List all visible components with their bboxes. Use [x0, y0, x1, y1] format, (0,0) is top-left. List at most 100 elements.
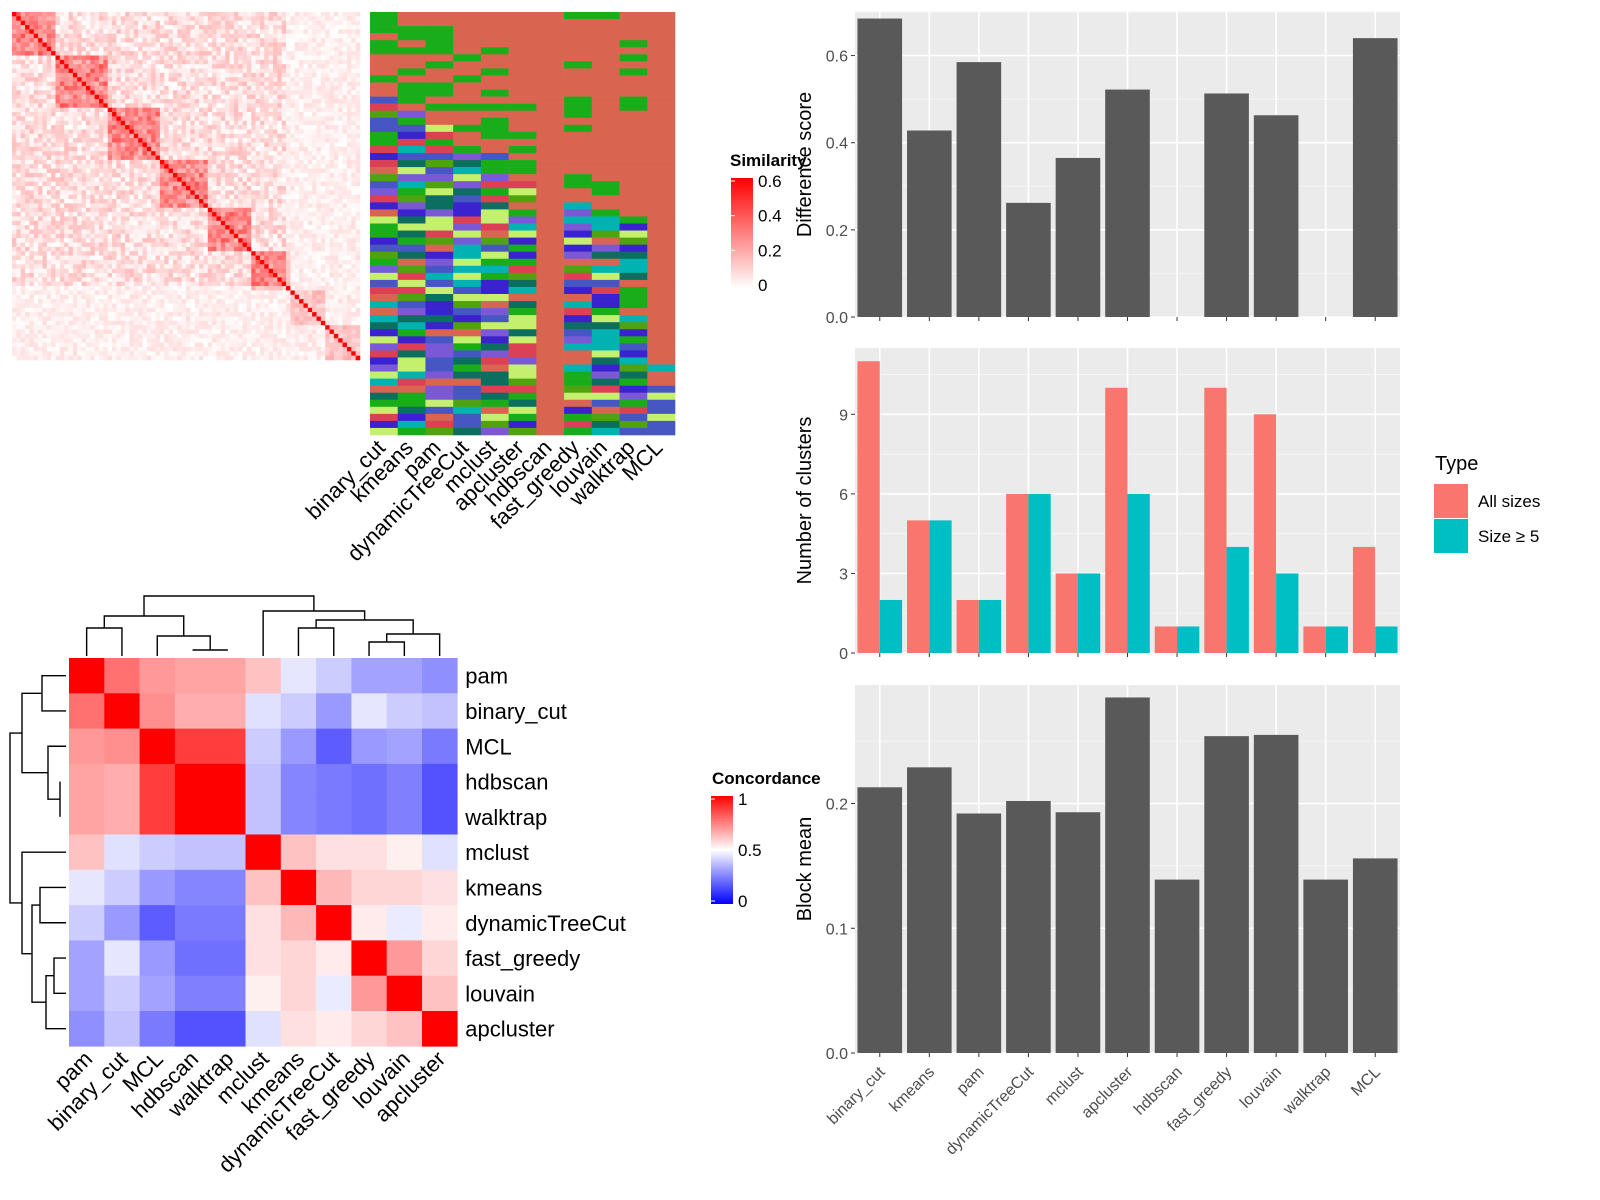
similarity-cell [338, 186, 343, 191]
similarity-cell [142, 181, 148, 187]
similarity-cell [55, 155, 61, 161]
similarity-cell [346, 125, 352, 130]
similarity-cell [338, 151, 343, 156]
similarity-cell [25, 155, 30, 161]
similarity-cell [46, 203, 52, 209]
similarity-cell [203, 107, 209, 113]
similarity-cell [177, 164, 182, 169]
similarity-cell [81, 164, 87, 169]
similarity-cell [329, 238, 335, 243]
similarity-cell [81, 216, 87, 222]
similarity-cell [194, 203, 200, 209]
similarity-cell [172, 273, 178, 278]
similarity-cell [142, 46, 148, 52]
similarity-cell [246, 259, 252, 265]
similarity-cell [116, 64, 122, 69]
similarity-cell [16, 99, 21, 104]
similarity-cell [299, 99, 304, 104]
similarity-cell [329, 25, 335, 30]
similarity-cell [59, 212, 65, 217]
similarity-cell [55, 281, 61, 287]
similarity-cell [273, 268, 278, 274]
similarity-cell [103, 55, 108, 61]
similarity-cell [20, 146, 26, 152]
similarity-cell [177, 259, 182, 265]
similarity-cell [242, 212, 248, 217]
similarity-cell [46, 146, 52, 152]
similarity-cell [172, 186, 178, 191]
similarity-cell [277, 112, 282, 117]
similarity-cell [99, 29, 104, 35]
similarity-cell [112, 33, 117, 39]
similarity-cell [233, 277, 239, 282]
similarity-cell [42, 120, 48, 126]
similarity-cell [12, 264, 17, 269]
similarity-cell [190, 259, 195, 265]
similarity-cell [133, 85, 139, 91]
similarity-cell [112, 225, 117, 230]
similarity-cell [216, 155, 222, 161]
similarity-cell [342, 112, 348, 117]
similarity-cell [38, 125, 43, 130]
similarity-cell [294, 94, 300, 100]
similarity-cell [133, 77, 139, 82]
similarity-cell [125, 255, 130, 261]
similarity-cell [229, 172, 235, 178]
similarity-cell [146, 207, 152, 213]
similarity-cell [220, 207, 226, 213]
similarity-cell [320, 164, 326, 169]
similarity-cell [59, 64, 65, 69]
similarity-cell [216, 242, 222, 248]
similarity-cell [203, 194, 209, 200]
similarity-cell [159, 99, 165, 104]
similarity-cell [155, 125, 161, 130]
similarity-cell [264, 16, 269, 21]
similarity-cell [20, 273, 26, 278]
similarity-cell [103, 164, 108, 169]
similarity-cell [59, 103, 65, 108]
similarity-cell [33, 38, 39, 43]
similarity-cell [194, 42, 200, 48]
similarity-cell [181, 229, 187, 235]
similarity-cell [238, 81, 243, 87]
similarity-cell [264, 216, 269, 222]
similarity-cell [338, 90, 343, 95]
similarity-cell [286, 216, 291, 222]
similarity-cell [151, 264, 156, 269]
similarity-cell [259, 20, 265, 26]
similarity-cell [77, 264, 82, 269]
similarity-cell [25, 177, 30, 182]
similarity-cell [299, 25, 304, 30]
similarity-cell [42, 194, 48, 200]
similarity-cell [133, 59, 139, 65]
similarity-cell [33, 155, 39, 161]
similarity-cell [99, 159, 104, 165]
similarity-cell [99, 142, 104, 148]
similarity-cell [172, 242, 178, 248]
similarity-cell [325, 242, 330, 248]
similarity-cell [151, 142, 156, 148]
similarity-cell [90, 107, 95, 113]
similarity-cell [59, 77, 65, 82]
similarity-cell [94, 29, 100, 35]
similarity-cell [51, 116, 56, 122]
similarity-cell [342, 33, 348, 39]
similarity-cell [133, 51, 139, 56]
similarity-cell [181, 42, 187, 48]
similarity-cell [338, 212, 343, 217]
similarity-cell [351, 29, 356, 35]
similarity-cell [294, 33, 300, 39]
similarity-cell [299, 38, 304, 43]
similarity-cell [194, 264, 200, 269]
similarity-cell [85, 151, 91, 156]
similarity-cell [90, 238, 95, 243]
similarity-cell [220, 255, 226, 261]
similarity-cell [112, 16, 117, 21]
similarity-cell [220, 199, 226, 204]
similarity-cell [281, 155, 287, 161]
similarity-cell [59, 51, 65, 56]
similarity-cell [186, 251, 191, 256]
similarity-cell [159, 72, 165, 78]
similarity-cell [246, 55, 252, 61]
similarity-cell [255, 277, 261, 282]
